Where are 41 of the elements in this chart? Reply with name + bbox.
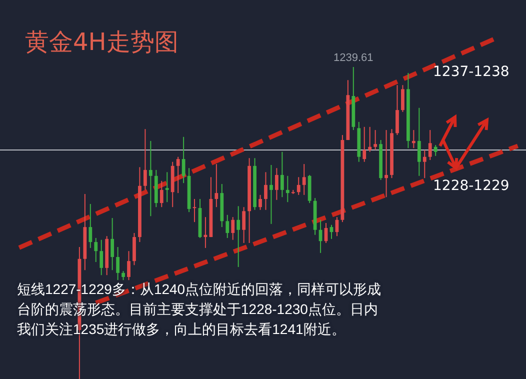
candlestick bbox=[368, 126, 372, 152]
candlestick bbox=[384, 130, 388, 198]
candlestick bbox=[258, 194, 262, 210]
candlestick bbox=[88, 203, 92, 248]
candlestick bbox=[280, 151, 284, 198]
candlestick bbox=[396, 84, 399, 136]
candlestick bbox=[412, 130, 416, 149]
candlestick bbox=[116, 246, 120, 281]
candlestick bbox=[422, 149, 426, 179]
candlestick bbox=[264, 172, 268, 210]
candlestick bbox=[401, 84, 404, 112]
candlestick bbox=[270, 164, 273, 224]
candlestick bbox=[417, 107, 421, 176]
candlestick bbox=[148, 140, 152, 217]
candlestick bbox=[231, 216, 235, 240]
candlestick bbox=[302, 164, 306, 196]
candlestick bbox=[176, 156, 180, 194]
candlestick bbox=[165, 172, 169, 203]
candlestick bbox=[182, 136, 186, 184]
candlestick bbox=[127, 250, 130, 281]
candlestick bbox=[214, 164, 218, 208]
annotation: 1239.61 bbox=[334, 52, 374, 64]
candlestick bbox=[110, 218, 114, 271]
chart-title: 黄金4H走势图 bbox=[25, 27, 178, 58]
candlestick bbox=[296, 176, 300, 196]
candlestick bbox=[428, 130, 432, 160]
candlestick bbox=[94, 237, 98, 262]
candlestick bbox=[236, 206, 240, 268]
candlestick bbox=[160, 180, 164, 208]
candlestick bbox=[275, 168, 278, 200]
candlestick bbox=[242, 206, 246, 244]
candlestick bbox=[100, 239, 104, 276]
candlestick bbox=[226, 214, 230, 238]
candlestick bbox=[144, 128, 147, 190]
candlestick bbox=[374, 130, 378, 150]
candlestick bbox=[362, 126, 366, 162]
candlestick bbox=[122, 270, 125, 281]
candlestick bbox=[434, 144, 438, 156]
candlestick bbox=[286, 175, 290, 203]
annotation: 1228-1229 bbox=[433, 178, 510, 194]
annotation: 1237-1238 bbox=[433, 64, 510, 80]
